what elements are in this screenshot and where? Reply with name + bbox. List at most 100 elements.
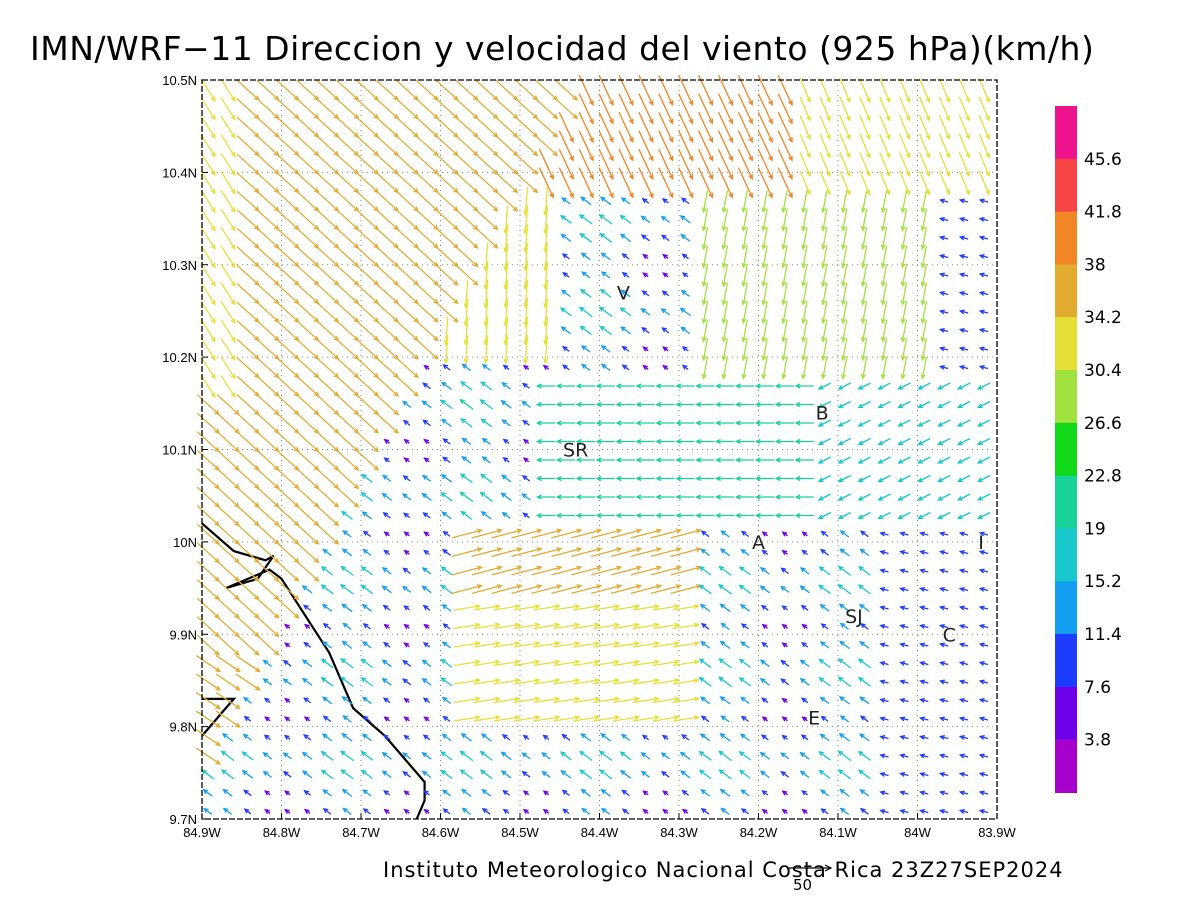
wind-arrow xyxy=(721,264,729,288)
wind-arrow xyxy=(759,659,770,668)
wind-arrow xyxy=(757,148,773,181)
wind-arrow xyxy=(879,568,889,574)
wind-arrow xyxy=(362,623,371,630)
wind-arrow xyxy=(976,382,991,390)
wind-arrow xyxy=(920,245,928,269)
wind-arrow xyxy=(493,622,521,630)
wind-arrow xyxy=(630,565,663,576)
wind-arrow xyxy=(202,788,213,797)
wind-arrow xyxy=(303,641,311,648)
wind-arrow xyxy=(561,789,570,797)
wind-arrow xyxy=(612,659,641,667)
wind-arrow xyxy=(555,401,576,408)
wind-arrow xyxy=(435,301,459,323)
wind-arrow xyxy=(880,227,888,251)
wind-arrow xyxy=(857,400,871,409)
wind-arrow xyxy=(678,111,694,144)
wind-arrow xyxy=(301,585,313,594)
wind-arrow xyxy=(511,584,543,595)
wind-arrow xyxy=(958,549,969,555)
wind-arrow xyxy=(754,383,775,389)
wind-arrow xyxy=(531,547,563,558)
wind-arrow xyxy=(760,734,769,741)
wind-arrow xyxy=(362,789,372,797)
wind-arrow xyxy=(937,400,951,409)
wind-arrow xyxy=(200,189,216,214)
colorbar-label: 45.6 xyxy=(1084,150,1122,170)
wind-arrow xyxy=(700,788,710,797)
wind-arrow xyxy=(283,623,291,630)
wind-arrow xyxy=(899,679,909,685)
wind-arrow xyxy=(322,715,332,723)
wind-arrow xyxy=(475,209,499,231)
wind-arrow xyxy=(978,605,989,611)
wind-arrow xyxy=(859,530,869,538)
wind-arrow xyxy=(578,306,593,318)
wind-arrow xyxy=(956,382,971,390)
wind-arrow xyxy=(600,344,611,353)
wind-arrow xyxy=(701,190,709,214)
wind-arrow xyxy=(897,456,911,464)
wind-arrow xyxy=(978,151,990,178)
wind-arrow xyxy=(739,603,750,612)
wind-arrow xyxy=(738,584,752,595)
wind-arrow xyxy=(554,79,579,101)
wind-arrow xyxy=(500,474,512,483)
wind-arrow xyxy=(355,449,380,471)
wind-arrow xyxy=(680,326,691,335)
wind-arrow xyxy=(900,227,908,251)
wind-arrow xyxy=(897,400,911,409)
wind-arrow xyxy=(632,604,661,611)
wind-arrow xyxy=(819,114,831,141)
wind-arrow xyxy=(555,420,576,426)
wind-arrow xyxy=(698,130,714,162)
x-tick-label: 83.9W xyxy=(978,825,1016,840)
wind-arrow xyxy=(759,677,770,686)
wind-arrow xyxy=(840,190,848,214)
wind-arrow xyxy=(820,808,829,815)
wind-arrow xyxy=(761,301,768,325)
wind-arrow xyxy=(899,790,909,796)
wind-arrow xyxy=(533,696,561,704)
wind-arrow xyxy=(200,208,216,232)
wind-arrow xyxy=(879,96,891,122)
wind-arrow xyxy=(403,734,410,740)
wind-arrow xyxy=(303,623,311,630)
wind-arrow xyxy=(701,356,709,380)
wind-arrow xyxy=(877,437,891,446)
wind-arrow xyxy=(283,808,291,815)
wind-arrow xyxy=(200,374,216,399)
wind-arrow xyxy=(700,548,710,557)
wind-arrow xyxy=(558,167,574,199)
wind-arrow xyxy=(718,750,732,762)
wind-arrow xyxy=(670,528,702,539)
wind-arrow xyxy=(734,401,755,408)
wind-arrow xyxy=(220,97,236,121)
city-label: C xyxy=(943,624,956,646)
wind-arrow xyxy=(799,770,810,779)
wind-arrow xyxy=(919,790,929,796)
wind-arrow xyxy=(958,753,969,759)
wind-arrow xyxy=(678,167,694,199)
wind-arrow xyxy=(978,808,989,814)
wind-arrow xyxy=(621,789,630,797)
wind-arrow xyxy=(360,473,373,483)
wind-arrow xyxy=(801,623,808,630)
wind-arrow xyxy=(495,190,519,212)
wind-arrow xyxy=(402,512,411,519)
wind-arrow xyxy=(919,605,929,611)
wind-arrow xyxy=(658,93,674,125)
wind-arrow xyxy=(837,400,851,409)
wind-arrow xyxy=(777,167,793,199)
wind-arrow xyxy=(640,770,650,778)
wind-arrow xyxy=(264,716,271,722)
wind-arrow xyxy=(383,789,391,796)
wind-arrow xyxy=(860,227,868,251)
wind-arrow xyxy=(978,790,989,796)
wind-arrow xyxy=(761,245,768,269)
wind-arrow xyxy=(220,208,236,232)
wind-arrow xyxy=(938,586,949,592)
wind-arrow xyxy=(675,438,695,445)
wind-arrow xyxy=(859,170,871,196)
reference-vector-head xyxy=(824,864,833,872)
